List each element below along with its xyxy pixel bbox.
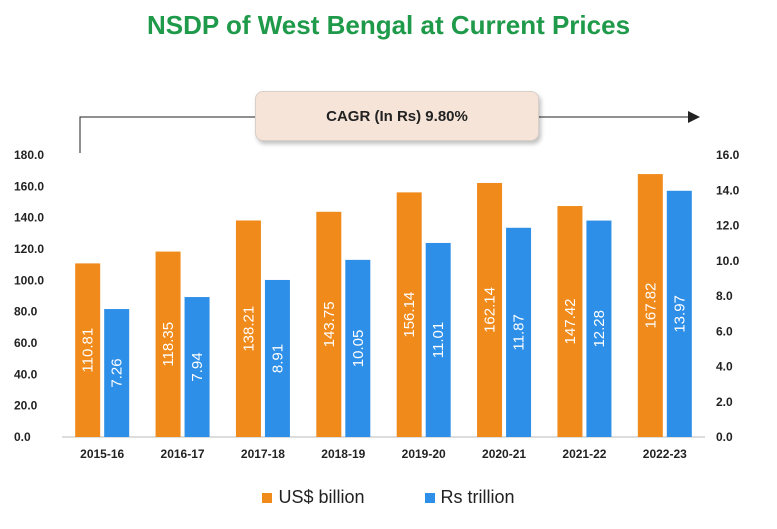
- data-label-rs: 12.28: [591, 310, 608, 348]
- x-tick-label: 2020-21: [482, 447, 526, 461]
- bar-rs: [506, 227, 532, 437]
- y-left-tick-label: 60.0: [14, 336, 38, 350]
- legend-item-rs: Rs trillion: [424, 487, 515, 508]
- bar-usd: [235, 220, 261, 437]
- y-right-tick-label: 0.0: [716, 430, 733, 444]
- bar-rs: [264, 279, 290, 437]
- legend: US$ billion Rs trillion: [0, 487, 777, 508]
- y-left-tick-label: 0.0: [14, 430, 31, 444]
- bar-usd: [396, 192, 422, 437]
- legend-swatch-usd: [262, 492, 273, 503]
- chart-title: NSDP of West Bengal at Current Prices: [146, 10, 631, 40]
- bar-rs: [425, 242, 451, 437]
- y-right-tick-label: 8.0: [716, 289, 733, 303]
- data-label-rs: 7.94: [189, 352, 206, 381]
- y-right-tick-label: 2.0: [716, 395, 733, 409]
- y-right-tick-label: 6.0: [716, 324, 733, 338]
- y-left-tick-label: 140.0: [14, 211, 44, 225]
- x-tick-label: 2016-17: [161, 447, 205, 461]
- bar-usd: [316, 211, 342, 437]
- data-label-usd: 138.21: [240, 306, 257, 352]
- y-left-tick-label: 20.0: [14, 399, 38, 413]
- y-left-tick-label: 120.0: [14, 242, 44, 256]
- bar-rs: [586, 220, 612, 437]
- bar-rs: [666, 190, 692, 437]
- legend-label-rs: Rs trillion: [440, 487, 515, 507]
- bar-rs: [184, 297, 210, 437]
- data-label-usd: 167.82: [642, 283, 659, 329]
- y-right-tick-label: 14.0: [716, 183, 740, 197]
- data-label-rs: 11.01: [430, 322, 447, 358]
- y-right-tick-label: 16.0: [716, 148, 740, 162]
- bar-rs: [104, 309, 130, 437]
- data-label-usd: 118.35: [160, 322, 177, 367]
- bar-rs: [345, 259, 371, 437]
- y-left-tick-label: 80.0: [14, 305, 38, 319]
- bar-usd: [75, 263, 101, 437]
- bar-usd: [637, 174, 663, 437]
- bar-usd: [557, 206, 583, 437]
- bar-usd: [477, 182, 503, 437]
- legend-swatch-rs: [424, 492, 435, 503]
- x-tick-label: 2018-19: [321, 447, 365, 461]
- cagr-annotation: CAGR (In Rs) 9.80%: [255, 91, 539, 141]
- data-label-usd: 143.75: [321, 301, 338, 347]
- y-right-tick-label: 12.0: [716, 219, 740, 233]
- data-label-rs: 13.97: [671, 295, 688, 333]
- x-tick-label: 2015-16: [80, 447, 124, 461]
- x-tick-label: 2017-18: [241, 447, 285, 461]
- x-tick-label: 2022-23: [643, 447, 687, 461]
- data-label-rs: 8.91: [269, 344, 286, 373]
- cagr-arrow-line-left: [79, 116, 255, 153]
- y-right-tick-label: 10.0: [716, 254, 740, 268]
- y-left-tick-label: 100.0: [14, 273, 44, 287]
- data-label-usd: 156.14: [401, 292, 418, 338]
- y-left-tick-label: 180.0: [14, 148, 44, 162]
- data-label-rs: 7.26: [109, 358, 126, 387]
- y-left-tick-label: 160.0: [14, 179, 44, 193]
- data-label-usd: 110.81: [80, 328, 97, 373]
- legend-item-usd: US$ billion: [262, 487, 365, 508]
- cagr-arrowhead: [688, 111, 700, 123]
- bar-usd: [155, 251, 181, 437]
- data-label-rs: 10.05: [350, 330, 367, 368]
- data-label-usd: 162.14: [482, 287, 499, 333]
- x-tick-label: 2019-20: [402, 447, 446, 461]
- legend-label-usd: US$ billion: [278, 487, 365, 507]
- y-right-tick-label: 4.0: [716, 360, 733, 374]
- y-left-tick-label: 40.0: [14, 367, 38, 381]
- data-label-rs: 11.87: [511, 314, 528, 350]
- x-tick-label: 2021-22: [562, 447, 606, 461]
- data-label-usd: 147.42: [562, 299, 579, 345]
